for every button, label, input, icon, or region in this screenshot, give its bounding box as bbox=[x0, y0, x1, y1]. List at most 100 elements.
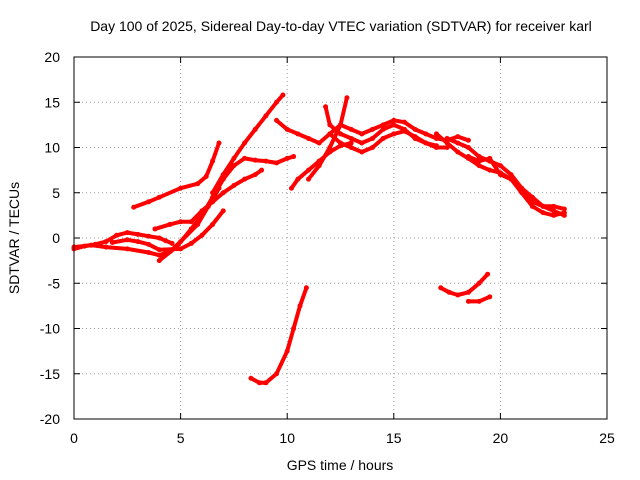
data-point bbox=[359, 131, 365, 137]
data-point bbox=[124, 230, 130, 236]
data-point bbox=[259, 167, 265, 173]
series-group bbox=[71, 92, 567, 386]
data-point bbox=[444, 135, 450, 141]
data-point bbox=[295, 131, 301, 137]
data-point bbox=[216, 140, 222, 146]
data-point bbox=[131, 204, 137, 210]
data-point bbox=[291, 154, 297, 160]
data-point bbox=[210, 190, 216, 196]
data-point bbox=[210, 199, 216, 205]
data-point bbox=[380, 135, 386, 141]
y-tick-label: -20 bbox=[40, 411, 60, 427]
data-point bbox=[465, 154, 471, 160]
data-point bbox=[242, 140, 248, 146]
data-point bbox=[391, 131, 397, 137]
data-point bbox=[487, 167, 493, 173]
data-point bbox=[220, 190, 226, 196]
data-point bbox=[156, 258, 162, 264]
data-point bbox=[284, 126, 290, 132]
data-point bbox=[551, 208, 557, 214]
data-point bbox=[465, 289, 471, 295]
data-point bbox=[412, 134, 418, 140]
data-point bbox=[369, 135, 375, 141]
data-point bbox=[438, 285, 444, 291]
data-point bbox=[146, 233, 152, 239]
data-point bbox=[465, 137, 471, 143]
data-point bbox=[284, 348, 290, 354]
data-point bbox=[284, 155, 290, 161]
data-point bbox=[135, 231, 141, 237]
data-point bbox=[152, 226, 158, 232]
x-tick-label: 0 bbox=[70, 430, 78, 446]
data-point bbox=[178, 185, 184, 191]
data-point bbox=[369, 126, 375, 132]
y-tick-label: 10 bbox=[44, 140, 60, 156]
data-point bbox=[306, 135, 312, 141]
data-point bbox=[455, 140, 461, 146]
data-point bbox=[146, 249, 152, 255]
data-point bbox=[380, 126, 386, 132]
data-point bbox=[487, 294, 493, 300]
data-point bbox=[359, 149, 365, 155]
x-axis-label: GPS time / hours bbox=[287, 457, 394, 473]
data-point bbox=[263, 158, 269, 164]
data-point bbox=[306, 176, 312, 182]
data-point bbox=[455, 134, 461, 140]
data-point bbox=[540, 203, 546, 209]
data-point bbox=[348, 126, 354, 132]
data-point bbox=[163, 238, 169, 244]
data-point bbox=[497, 172, 503, 178]
data-point bbox=[188, 240, 194, 246]
data-point bbox=[288, 185, 294, 191]
data-point bbox=[178, 219, 184, 225]
data-point bbox=[195, 181, 201, 187]
x-tick-label: 15 bbox=[386, 430, 402, 446]
data-point bbox=[497, 163, 503, 169]
data-point bbox=[256, 380, 262, 386]
data-point bbox=[114, 232, 120, 238]
data-point bbox=[242, 176, 248, 182]
data-point bbox=[252, 126, 258, 132]
x-tick-label: 25 bbox=[599, 430, 615, 446]
y-tick-label: 0 bbox=[52, 230, 60, 246]
tick-group: 0 5 10 15 20 25 -20 -15 -10 -5 0 5 10 15 20 bbox=[40, 49, 615, 446]
data-point bbox=[433, 131, 439, 137]
data-point bbox=[369, 145, 375, 150]
data-point bbox=[348, 140, 354, 146]
data-point bbox=[297, 303, 303, 309]
data-point bbox=[423, 140, 429, 146]
data-point bbox=[508, 176, 514, 182]
data-point bbox=[188, 219, 194, 225]
data-point bbox=[344, 95, 350, 101]
data-point bbox=[423, 131, 429, 137]
data-point bbox=[280, 92, 286, 98]
x-tick-label: 10 bbox=[279, 430, 295, 446]
data-point bbox=[103, 239, 109, 245]
data-point bbox=[338, 122, 343, 128]
data-point bbox=[220, 172, 226, 178]
data-point bbox=[306, 167, 312, 173]
data-point bbox=[156, 247, 162, 253]
data-point bbox=[303, 285, 309, 291]
data-point bbox=[124, 237, 130, 243]
data-point bbox=[476, 280, 482, 286]
data-point bbox=[485, 271, 491, 277]
series-line-track-7 bbox=[210, 93, 285, 195]
y-tick-label: -15 bbox=[40, 366, 60, 382]
data-point bbox=[323, 104, 329, 110]
data-point bbox=[476, 163, 482, 169]
data-point bbox=[173, 244, 179, 250]
data-point bbox=[231, 163, 237, 169]
series-line-track-16 bbox=[249, 285, 309, 385]
data-point bbox=[348, 145, 354, 150]
data-point bbox=[455, 292, 461, 298]
data-point bbox=[561, 210, 567, 216]
y-axis-label: SDTVAR / TECUs bbox=[6, 182, 22, 294]
data-point bbox=[465, 298, 471, 304]
data-point bbox=[327, 122, 333, 128]
chart-title: Day 100 of 2025, Sidereal Day-to-day VTE… bbox=[90, 18, 592, 34]
data-point bbox=[391, 122, 397, 128]
data-point bbox=[444, 140, 450, 146]
data-point bbox=[156, 235, 162, 241]
